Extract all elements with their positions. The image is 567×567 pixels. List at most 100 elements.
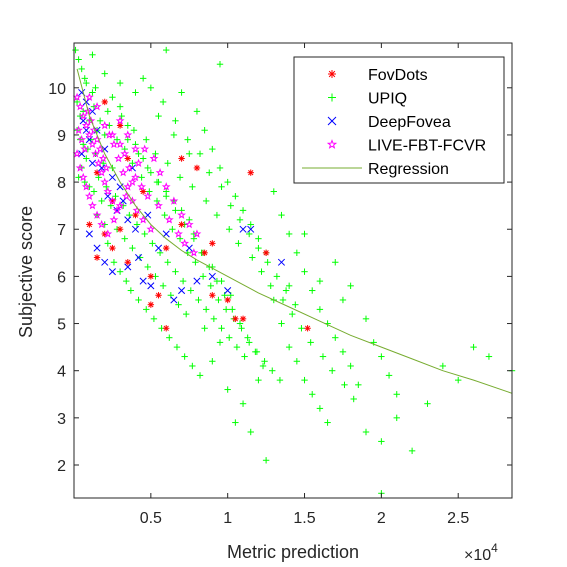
point-fovdots (155, 292, 162, 299)
point-upiq (226, 226, 233, 233)
point-upiq (316, 405, 324, 412)
point-live-fbt-fcvr (115, 116, 125, 125)
legend-label-regression: Regression (368, 161, 449, 178)
point-live-fbt-fcvr (100, 177, 110, 186)
point-live-fbt-fcvr (98, 153, 108, 163)
point-upiq (139, 75, 147, 82)
point-upiq (273, 273, 281, 280)
point-upiq (455, 376, 462, 384)
point-upiq (143, 136, 150, 143)
point-upiq (83, 155, 90, 162)
point-live-fbt-fcvr (123, 182, 133, 191)
point-upiq (301, 230, 308, 238)
y-tick-label: 9 (57, 128, 66, 145)
point-upiq (393, 414, 400, 422)
point-upiq (276, 376, 284, 384)
point-upiq (161, 211, 168, 219)
x-axis-title: Metric prediction (227, 542, 359, 562)
point-upiq (246, 339, 253, 346)
point-live-fbt-fcvr (109, 139, 119, 149)
point-upiq (213, 211, 221, 219)
point-deepfovea (144, 211, 152, 219)
point-upiq (316, 306, 324, 313)
point-upiq (118, 112, 125, 120)
legend-label-upiq: UPIQ (368, 91, 407, 108)
point-fovdots (116, 226, 124, 233)
point-live-fbt-fcvr (78, 172, 88, 182)
point-live-fbt-fcvr (131, 172, 140, 182)
x-exponent-label: ×104 (464, 541, 498, 564)
point-fovdots (201, 249, 208, 257)
y-axis-ticks: 2 3 4 5 6 7 8 9 10 (48, 81, 512, 475)
point-deepfovea (108, 268, 116, 276)
point-upiq (293, 249, 301, 257)
legend-item-fovdots: FovDots (328, 67, 428, 84)
point-upiq (153, 197, 161, 205)
point-upiq (324, 419, 331, 426)
point-upiq (362, 315, 370, 323)
x-axis-ticks: 0.5 1 1.5 2 2.5 (140, 43, 469, 527)
point-upiq (163, 46, 170, 54)
legend-item-upiq: UPIQ (328, 91, 407, 108)
point-upiq (112, 193, 119, 200)
point-upiq (307, 339, 314, 346)
legend: FovDots UPIQ DeepFovea LIVE-FBT-FCVR Regress… (293, 56, 505, 184)
point-deepfovea (239, 225, 247, 233)
point-upiq (209, 358, 216, 365)
point-upiq (144, 263, 151, 271)
point-upiq (132, 89, 139, 96)
legend-marker-fovdots (328, 70, 336, 78)
point-upiq (218, 183, 225, 191)
point-upiq (124, 136, 131, 143)
x-tick-label: 2.5 (447, 510, 469, 527)
point-upiq (175, 301, 182, 308)
point-fovdots (163, 325, 170, 332)
point-upiq (347, 282, 354, 290)
point-upiq (123, 277, 130, 285)
legend-item-live-fbt-fcvr: LIVE-FBT-FCVR (326, 138, 486, 155)
legend-item-regression: Regression (302, 161, 449, 178)
point-upiq (262, 457, 270, 464)
legend-box (293, 56, 505, 184)
point-upiq (216, 61, 224, 68)
point-upiq (232, 419, 239, 426)
point-upiq (124, 122, 131, 129)
point-upiq (156, 249, 164, 257)
point-upiq (378, 438, 385, 445)
point-fovdots (139, 188, 147, 195)
point-upiq (258, 268, 265, 275)
y-tick-label: 4 (57, 364, 66, 381)
point-upiq (239, 207, 247, 214)
point-upiq (238, 325, 245, 332)
point-live-fbt-fcvr (88, 139, 97, 149)
point-upiq (332, 334, 339, 341)
point-upiq (218, 277, 225, 285)
point-live-fbt-fcvr (97, 168, 107, 177)
point-upiq (470, 343, 477, 351)
legend-item-deepfovea: DeepFovea (327, 114, 451, 131)
point-deepfovea (101, 145, 109, 153)
point-deepfovea (101, 258, 109, 266)
point-live-fbt-fcvr (149, 153, 159, 163)
point-upiq (84, 145, 92, 153)
point-live-fbt-fcvr (86, 116, 96, 125)
point-upiq (166, 334, 173, 341)
point-upiq (147, 84, 155, 91)
point-upiq (289, 310, 296, 318)
point-fovdots (209, 292, 216, 299)
point-upiq (101, 70, 108, 77)
point-deepfovea (85, 230, 93, 238)
point-upiq (89, 89, 96, 96)
point-deepfovea (78, 150, 86, 158)
point-upiq (153, 178, 161, 186)
point-upiq (298, 325, 305, 332)
point-live-fbt-fcvr (123, 130, 133, 139)
regression-line (76, 68, 513, 394)
y-tick-label: 3 (57, 411, 66, 428)
point-live-fbt-fcvr (78, 111, 88, 120)
point-fovdots (116, 122, 124, 129)
point-live-fbt-fcvr (103, 186, 113, 196)
point-fovdots (178, 155, 185, 162)
point-upiq (186, 150, 193, 158)
point-upiq (150, 315, 158, 323)
